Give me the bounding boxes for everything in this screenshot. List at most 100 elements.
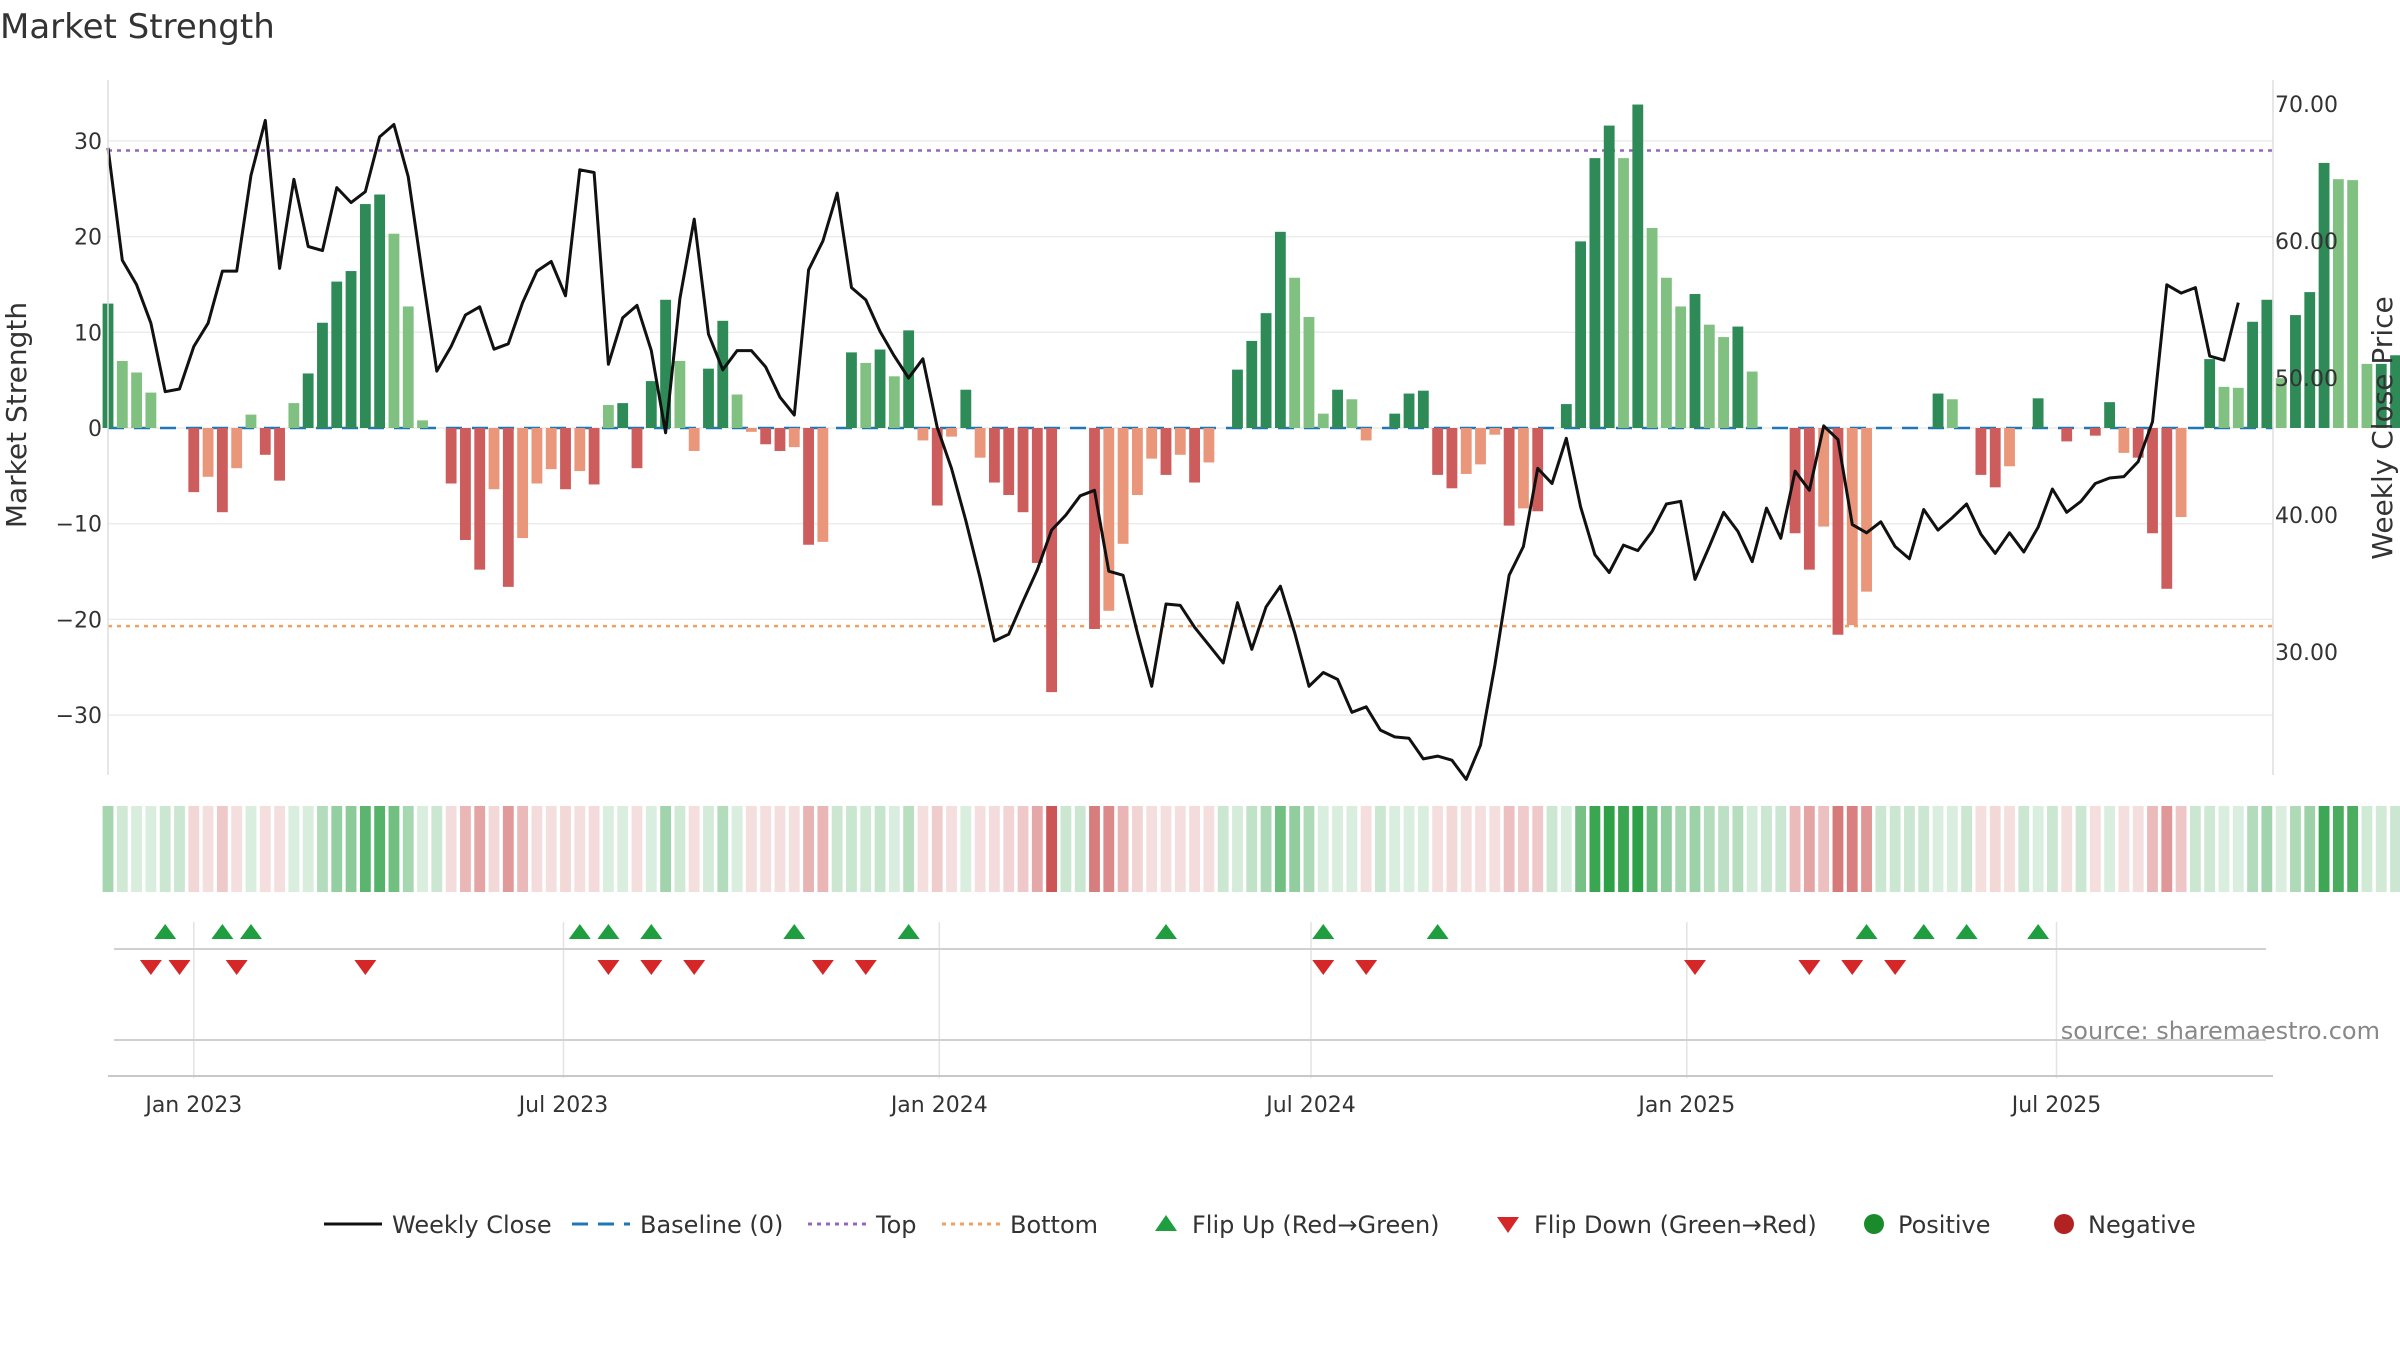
heat-cell bbox=[1389, 806, 1401, 892]
strength-bar bbox=[1146, 428, 1158, 459]
strength-bar bbox=[402, 306, 414, 428]
right-axis: 70.00 60.00 50.00 40.00 30.00 bbox=[2272, 80, 2338, 775]
legend-label: Flip Up (Red→Green) bbox=[1192, 1211, 1440, 1239]
legend-item-1: Baseline (0) bbox=[572, 1211, 783, 1239]
strength-bar bbox=[774, 428, 786, 451]
strength-bar bbox=[1675, 306, 1687, 428]
legend-item-2: Top bbox=[808, 1211, 917, 1239]
heat-cell bbox=[1417, 806, 1429, 892]
flip-up-marker bbox=[783, 924, 806, 939]
heat-cell bbox=[131, 806, 143, 892]
strength-bar bbox=[2232, 387, 2244, 428]
heat-cell bbox=[888, 806, 900, 892]
flip-down-marker bbox=[1683, 960, 1706, 975]
strength-bar bbox=[2275, 378, 2287, 428]
heat-cell bbox=[2189, 806, 2201, 892]
strength-bar bbox=[888, 376, 900, 428]
heat-cell bbox=[1904, 806, 1915, 892]
strength-bar bbox=[602, 405, 614, 428]
heat-cell bbox=[1260, 806, 1272, 892]
strength-bar bbox=[1861, 428, 1872, 592]
strength-bar bbox=[2118, 428, 2130, 453]
legend: Weekly Close Baseline (0) Top Bottom Flip Up… bbox=[324, 1211, 2196, 1239]
strength-bar bbox=[1360, 428, 1372, 441]
heat-cell bbox=[259, 806, 271, 892]
strength-bar bbox=[1732, 326, 1744, 428]
strength-bar bbox=[1689, 294, 1701, 428]
weekly-close-line bbox=[106, 118, 2240, 781]
heat-cell bbox=[431, 806, 443, 892]
flip-up-marker bbox=[1312, 924, 1335, 939]
strength-bar bbox=[2104, 402, 2116, 428]
heat-cell bbox=[2304, 806, 2316, 892]
strength-bar bbox=[1203, 428, 1215, 463]
strength-bar bbox=[1575, 241, 1587, 428]
strength-bar bbox=[1131, 428, 1143, 495]
strength-bar bbox=[1346, 399, 1358, 428]
strength-bar bbox=[474, 428, 486, 570]
flip-down-marker bbox=[139, 960, 162, 975]
heat-cell bbox=[1003, 806, 1015, 892]
strength-bar bbox=[216, 428, 228, 513]
heat-cell bbox=[1460, 806, 1472, 892]
strength-bar bbox=[188, 428, 200, 493]
heat-cell bbox=[502, 806, 514, 892]
heat-cell bbox=[174, 806, 185, 892]
strength-bar bbox=[631, 428, 643, 469]
heat-cell bbox=[359, 806, 371, 892]
heat-cell bbox=[460, 806, 471, 892]
heat-cell bbox=[1360, 806, 1372, 892]
heat-cell bbox=[588, 806, 600, 892]
heat-cell bbox=[2261, 806, 2273, 892]
heat-cell bbox=[1046, 806, 1058, 892]
strength-bar bbox=[1946, 399, 1958, 428]
heat-cell bbox=[1961, 806, 1973, 892]
heat-cell bbox=[374, 806, 386, 892]
heat-cell bbox=[1031, 806, 1043, 892]
heat-cell bbox=[1060, 806, 1072, 892]
flip-up-marker bbox=[568, 924, 591, 939]
flip-down-marker bbox=[1312, 960, 1335, 975]
strength-bar bbox=[145, 392, 157, 428]
strength-bar bbox=[1518, 428, 1529, 509]
strength-bar bbox=[2032, 398, 2044, 428]
right-tick-label: 50.00 bbox=[2275, 367, 2338, 392]
heat-cell bbox=[288, 806, 300, 892]
heat-cell bbox=[216, 806, 228, 892]
heat-cell bbox=[1232, 806, 1243, 892]
left-tick-label: 30 bbox=[74, 130, 102, 155]
heat-cell bbox=[1832, 806, 1844, 892]
heat-cell bbox=[331, 806, 343, 892]
legend-label: Positive bbox=[1898, 1211, 1991, 1239]
strength-bar bbox=[803, 428, 814, 545]
heat-cell bbox=[445, 806, 457, 892]
strength-bar bbox=[2390, 355, 2400, 428]
heat-cell bbox=[946, 806, 957, 892]
strength-bar bbox=[1189, 428, 1200, 483]
heat-cell bbox=[116, 806, 128, 892]
left-tick-label: −30 bbox=[56, 704, 102, 729]
date-tick-label: Jan 2023 bbox=[143, 1093, 242, 1118]
heat-cell bbox=[1818, 806, 1830, 892]
strength-bar bbox=[760, 428, 772, 445]
heat-cell bbox=[1503, 806, 1515, 892]
strength-bar bbox=[345, 271, 357, 428]
heat-cell bbox=[2247, 806, 2258, 892]
date-tick-label: Jul 2024 bbox=[1264, 1093, 1356, 1118]
strength-bar bbox=[2089, 428, 2101, 436]
strength-bar bbox=[1718, 337, 1729, 428]
heat-cell bbox=[1575, 806, 1587, 892]
strength-bar bbox=[617, 403, 629, 428]
flip-down-marker bbox=[854, 960, 877, 975]
heat-cell bbox=[474, 806, 486, 892]
strength-bar bbox=[1089, 428, 1100, 629]
strength-bar bbox=[1031, 428, 1043, 563]
heat-cell bbox=[660, 806, 672, 892]
heat-cell bbox=[1518, 806, 1529, 892]
flip-down-marker bbox=[354, 960, 377, 975]
heat-cell bbox=[2332, 806, 2344, 892]
chart-title: Market Strength bbox=[0, 7, 275, 47]
heat-cell bbox=[1346, 806, 1358, 892]
strength-bar bbox=[317, 322, 328, 428]
weekly-close-line-group bbox=[106, 118, 2240, 781]
